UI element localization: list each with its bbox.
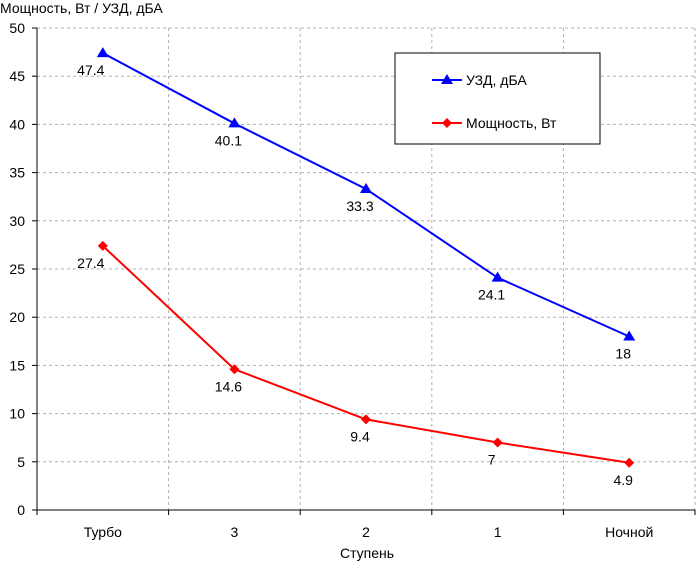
data-label: 9.4 — [350, 428, 370, 444]
x-tick-labels: Турбо 3 2 1 Ночной — [84, 524, 654, 540]
legend-marker-uzd — [441, 74, 453, 84]
data-label: 40.1 — [215, 132, 242, 148]
legend-marker-power — [442, 118, 452, 128]
y-tick-label: 5 — [17, 454, 25, 470]
data-point — [623, 330, 636, 341]
y-tick-labels: 0 5 10 15 20 25 30 35 40 45 50 — [9, 20, 25, 518]
data-label: 33.3 — [346, 198, 373, 214]
legend-box — [394, 52, 601, 145]
y-tick-label: 25 — [9, 261, 25, 277]
data-label: 18 — [615, 345, 631, 361]
data-label: 24.1 — [478, 287, 505, 303]
y-tick-label: 50 — [9, 20, 25, 36]
y-tick-label: 40 — [9, 116, 25, 132]
data-point — [624, 457, 635, 468]
y-tick-label: 30 — [9, 213, 25, 229]
y-tick-label: 15 — [9, 357, 25, 373]
legend-label-power: Мощность, Вт — [466, 115, 557, 131]
y-tick-label: 0 — [17, 502, 25, 518]
x-tick-label: Турбо — [84, 524, 122, 540]
legend-label-uzd: УЗД, дБА — [466, 72, 527, 88]
x-axis-title: Ступень — [340, 545, 394, 561]
x-tick-label: 2 — [362, 524, 370, 540]
x-tick-label: Ночной — [605, 524, 653, 540]
data-point — [360, 182, 372, 193]
series-layer: 47.4 40.1 33.3 24.1 18 27.4 14.6 9.4 7 4.9 — [77, 47, 636, 488]
data-point — [229, 364, 240, 375]
axes — [32, 27, 696, 515]
data-point — [491, 271, 504, 282]
series-1: 27.4 14.6 9.4 7 4.9 — [77, 240, 635, 488]
y-tick-label: 45 — [9, 68, 25, 84]
data-point — [361, 414, 371, 425]
data-point — [492, 437, 503, 448]
series-0: 47.4 40.1 33.3 24.1 18 — [77, 47, 636, 361]
y-axis-title: Мощность, Вт / УЗД, дБА — [0, 0, 163, 16]
data-label: 14.6 — [215, 378, 242, 394]
x-tick-label: 3 — [231, 524, 239, 540]
data-label: 4.9 — [613, 472, 633, 488]
y-tick-label: 20 — [9, 309, 25, 325]
data-label: 27.4 — [77, 255, 104, 271]
data-point — [96, 47, 109, 58]
x-tick-label: 1 — [494, 524, 502, 540]
data-label: 47.4 — [77, 62, 104, 78]
data-label: 7 — [488, 452, 496, 468]
y-tick-label: 35 — [9, 165, 25, 181]
data-point — [228, 117, 241, 128]
data-point — [97, 240, 108, 251]
y-tick-label: 10 — [9, 406, 25, 422]
legend: УЗД, дБА Мощность, Вт — [394, 52, 601, 145]
